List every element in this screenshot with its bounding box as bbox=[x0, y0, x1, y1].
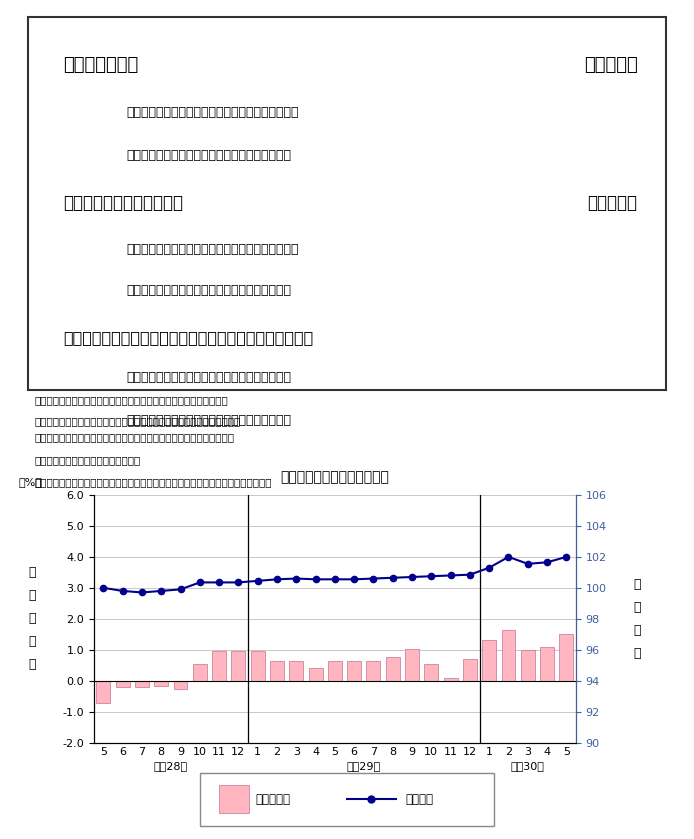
Text: 前　月　比（＋）０．４％（２か月連続の上昇）: 前 月 比（＋）０．４％（２か月連続の上昇） bbox=[127, 414, 291, 427]
Text: 〇生鮮食品及びエネルギーを除く総合指数　　１０１．５: 〇生鮮食品及びエネルギーを除く総合指数 １０１．５ bbox=[63, 331, 313, 346]
Bar bbox=[251, 651, 264, 680]
Bar bbox=[219, 785, 249, 813]
Bar bbox=[289, 660, 303, 680]
Bar bbox=[366, 660, 380, 680]
Bar bbox=[443, 678, 457, 680]
Text: 前年同月比（＋）１．５％（２０か月連続の上昇）: 前年同月比（＋）１．５％（２０か月連続の上昇） bbox=[127, 107, 299, 119]
Text: 前　月　比（＋）０．５％（２か月連続の上昇）: 前 月 比（＋）０．５％（２か月連続の上昇） bbox=[127, 149, 291, 162]
Text: 前年同月比（＋）０．８％（６か月連続の上昇）: 前年同月比（＋）０．８％（６か月連続の上昇） bbox=[127, 372, 291, 384]
Bar bbox=[540, 647, 554, 680]
Text: １）指数値は、端数処理後（小数第２位を四捨五入）の数値である。: １）指数値は、端数処理後（小数第２位を四捨五入）の数値である。 bbox=[34, 395, 228, 404]
Bar bbox=[174, 680, 187, 690]
Text: 平成28年: 平成28年 bbox=[154, 761, 188, 771]
Text: 総　合　指　数: 総 合 指 数 bbox=[63, 56, 138, 74]
Text: １０１．７: １０１．７ bbox=[588, 194, 638, 212]
Bar bbox=[386, 658, 400, 680]
Bar bbox=[135, 680, 149, 687]
Bar bbox=[520, 649, 535, 680]
Bar bbox=[482, 640, 496, 680]
Text: （%）: （%） bbox=[19, 477, 43, 487]
Bar bbox=[116, 680, 130, 687]
Bar bbox=[502, 629, 516, 680]
Bar bbox=[96, 680, 110, 703]
Bar bbox=[309, 668, 323, 680]
Text: 平成29年: 平成29年 bbox=[347, 761, 381, 771]
Bar bbox=[212, 651, 226, 680]
Bar bbox=[193, 664, 207, 680]
FancyBboxPatch shape bbox=[201, 773, 493, 826]
Text: 前年同月比: 前年同月比 bbox=[255, 793, 290, 805]
Text: ３）前月比は原数値を掲載している。: ３）前月比は原数値を掲載している。 bbox=[34, 455, 140, 465]
Bar bbox=[347, 660, 361, 680]
Text: 平成30年: 平成30年 bbox=[511, 761, 545, 771]
Title: 鳥取市消費者物価指数の推移: 鳥取市消費者物価指数の推移 bbox=[280, 470, 389, 484]
Bar bbox=[328, 660, 342, 680]
Text: 公表された指数値を用いて計算した値とは一致しない場合がある。: 公表された指数値を用いて計算した値とは一致しない場合がある。 bbox=[34, 433, 234, 443]
Text: １０２．０: １０２．０ bbox=[584, 56, 638, 74]
Y-axis label: 前
年
同
月
比: 前 年 同 月 比 bbox=[28, 566, 35, 671]
Bar bbox=[463, 659, 477, 680]
Bar bbox=[405, 649, 419, 680]
Bar bbox=[231, 651, 246, 680]
Text: 〇生鮮食品を除く総合指数: 〇生鮮食品を除く総合指数 bbox=[63, 194, 183, 212]
Text: ４）総務省統計局「小売物価統計調査」の調査票情報をもとに作成したものである。: ４）総務省統計局「小売物価統計調査」の調査票情報をもとに作成したものである。 bbox=[34, 477, 271, 487]
Text: 前年同月比（＋）１．３％（１９か月連続の上昇）: 前年同月比（＋）１．３％（１９か月連続の上昇） bbox=[127, 242, 299, 256]
Y-axis label: 総
合
指
数: 総 合 指 数 bbox=[634, 578, 641, 659]
FancyBboxPatch shape bbox=[28, 17, 666, 390]
Bar bbox=[270, 660, 284, 680]
Text: 前　月　比（＋）０．５％（２か月連続の上昇）: 前 月 比（＋）０．５％（２か月連続の上昇） bbox=[127, 284, 291, 297]
Text: ２）変化率、寄与度は、端数処理前の指数値を用いて計算しているため、: ２）変化率、寄与度は、端数処理前の指数値を用いて計算しているため、 bbox=[34, 416, 240, 426]
Text: 総合指数: 総合指数 bbox=[405, 793, 433, 805]
Bar bbox=[424, 664, 439, 680]
Bar bbox=[559, 634, 573, 680]
Bar bbox=[154, 680, 168, 686]
